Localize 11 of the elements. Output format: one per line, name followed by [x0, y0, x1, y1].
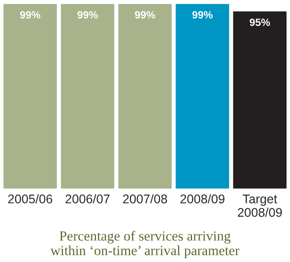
- x-tick-label: 2006/07: [66, 194, 110, 204]
- x-tick-label: Target 2008/09: [238, 194, 282, 217]
- data-label: 99%: [20, 11, 40, 19]
- x-tick-label: 2005/06: [8, 194, 52, 204]
- data-label: 99%: [192, 11, 213, 19]
- x-tick-label: 2008/09: [180, 194, 224, 204]
- data-label: 95%: [250, 18, 270, 26]
- data-label: 99%: [78, 11, 98, 19]
- data-label: 99%: [134, 11, 156, 19]
- text: Percentage of services arriving within ‘on-time’ arrival parameter: [50, 230, 240, 258]
- x-tick-label: 2007/08: [123, 194, 168, 204]
